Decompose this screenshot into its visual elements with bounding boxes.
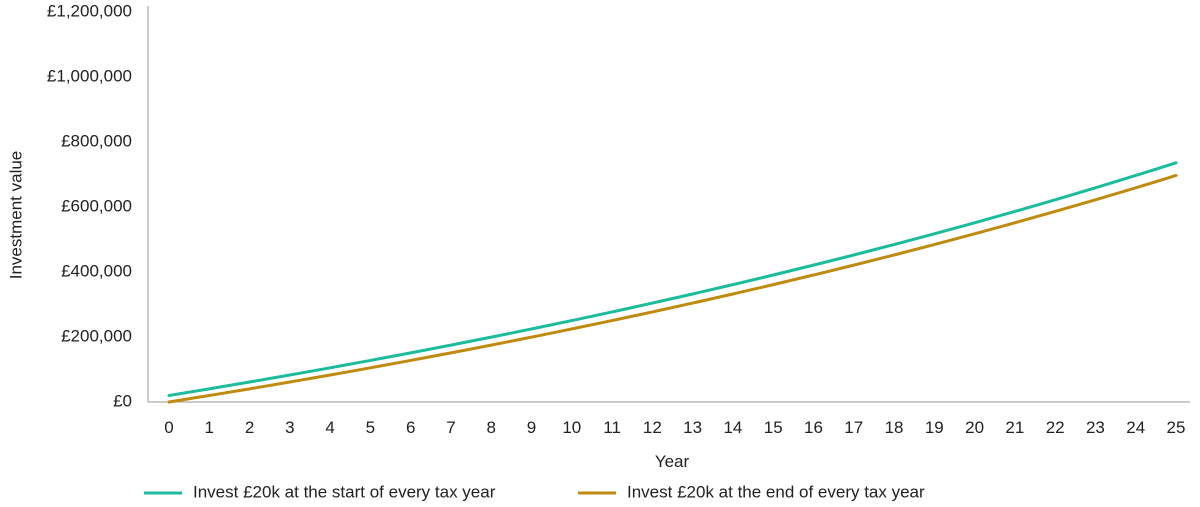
x-tick-label: 23	[1086, 418, 1105, 437]
x-tick-label: 0	[164, 418, 173, 437]
y-tick-label: £400,000	[61, 261, 132, 280]
legend: Invest £20k at the start of every tax ye…	[144, 482, 925, 501]
x-tick-label: 6	[406, 418, 415, 437]
x-tick-label: 2	[245, 418, 254, 437]
x-tick-label: 3	[285, 418, 294, 437]
y-tick-label: £0	[113, 391, 132, 410]
y-axis-title-text: Investment value	[6, 151, 25, 280]
y-axis-title: Investment value	[6, 151, 25, 280]
y-tick-label: £1,200,000	[47, 1, 132, 20]
x-tick-label: 21	[1005, 418, 1024, 437]
x-tick-label: 22	[1046, 418, 1065, 437]
series-line	[167, 161, 1178, 397]
x-tick-label: 10	[562, 418, 581, 437]
x-tick-label: 9	[527, 418, 536, 437]
x-tick-label: 19	[925, 418, 944, 437]
x-tick-label: 14	[723, 418, 742, 437]
y-tick-label: £200,000	[61, 326, 132, 345]
x-axis-ticks: 0 1 2 3 4 5 6 7 8 9 10 11 12 13 14 15 16 17 18 19 20 21 22 23 24…	[164, 418, 1185, 437]
x-tick-label: 7	[446, 418, 455, 437]
legend-label: Invest £20k at the start of every tax ye…	[193, 482, 496, 501]
x-tick-label: 15	[764, 418, 783, 437]
x-axis-title: Year	[655, 452, 690, 471]
y-tick-label: £800,000	[61, 131, 132, 150]
x-tick-label: 13	[683, 418, 702, 437]
y-tick-label: £600,000	[61, 196, 132, 215]
x-tick-label: 4	[325, 418, 334, 437]
y-tick-label: £1,000,000	[47, 66, 132, 85]
series-lines	[167, 161, 1178, 404]
y-axis-ticks: £0 £200,000 £400,000 £600,000 £800,000 £1,000…	[47, 1, 132, 410]
x-tick-label: 1	[205, 418, 214, 437]
x-tick-label: 12	[643, 418, 662, 437]
x-tick-label: 25	[1167, 418, 1186, 437]
axes	[147, 6, 1190, 403]
x-tick-label: 20	[965, 418, 984, 437]
x-tick-label: 8	[487, 418, 496, 437]
x-tick-label: 16	[804, 418, 823, 437]
x-tick-label: 18	[885, 418, 904, 437]
legend-label: Invest £20k at the end of every tax year	[627, 482, 925, 501]
x-tick-label: 5	[366, 418, 375, 437]
x-tick-label: 17	[844, 418, 863, 437]
x-tick-label: 11	[603, 418, 621, 437]
series-line	[167, 173, 1178, 404]
x-tick-label: 24	[1126, 418, 1145, 437]
